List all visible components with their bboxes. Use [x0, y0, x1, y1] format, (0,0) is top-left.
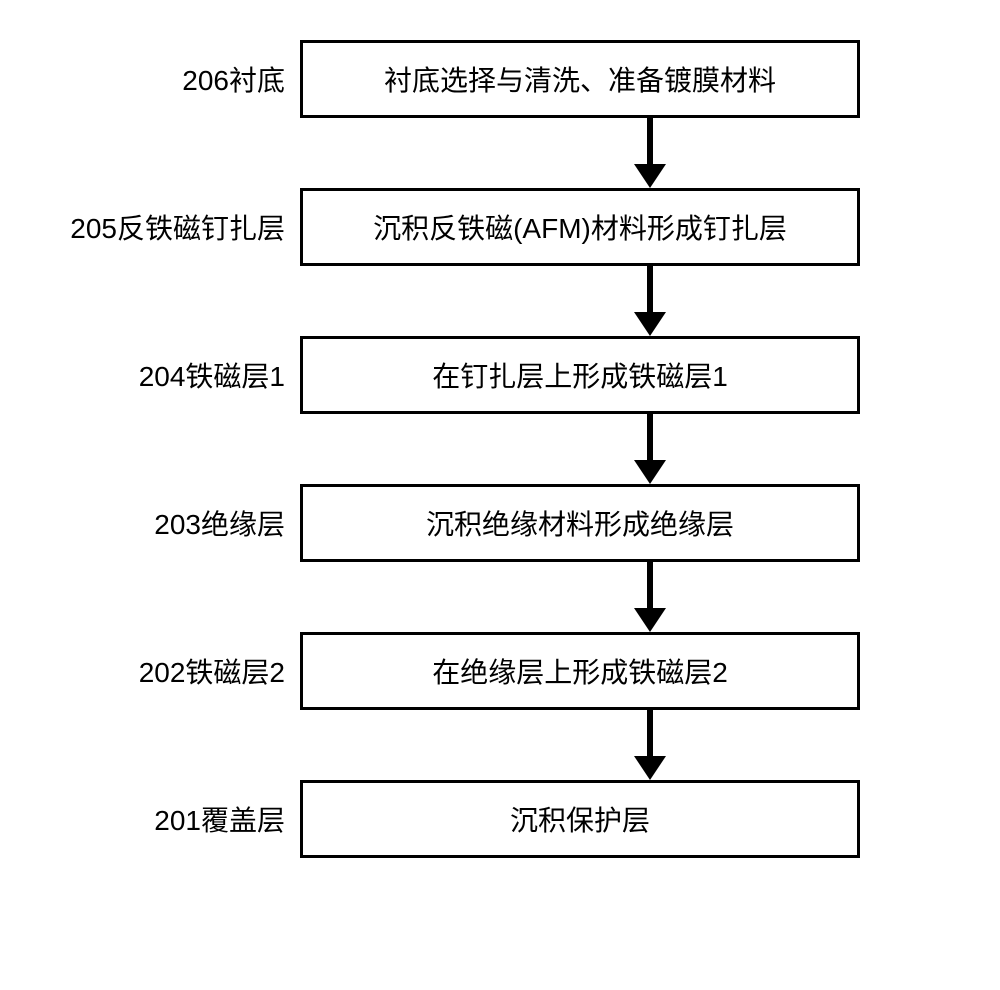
flowchart-arrow [370, 118, 930, 188]
flowchart-step: 206衬底 衬底选择与清洗、准备镀膜材料 [0, 40, 1000, 118]
flowchart-container: 206衬底 衬底选择与清洗、准备镀膜材料 205反铁磁钉扎层 沉积反铁磁(AFM… [0, 40, 1000, 858]
arrow-container [0, 562, 1000, 632]
arrow-shaft [647, 414, 653, 464]
flowchart-step: 202铁磁层2 在绝缘层上形成铁磁层2 [0, 632, 1000, 710]
flowchart-arrow [370, 266, 930, 336]
flowchart-arrow [370, 414, 930, 484]
arrow-container [0, 414, 1000, 484]
step-label: 205反铁磁钉扎层 [0, 207, 300, 247]
arrow-head-icon [634, 164, 666, 188]
flowchart-step: 203绝缘层 沉积绝缘材料形成绝缘层 [0, 484, 1000, 562]
arrow-container [0, 710, 1000, 780]
flowchart-arrow [370, 562, 930, 632]
flowchart-step: 205反铁磁钉扎层 沉积反铁磁(AFM)材料形成钉扎层 [0, 188, 1000, 266]
step-label: 202铁磁层2 [0, 651, 300, 691]
step-box: 在绝缘层上形成铁磁层2 [300, 632, 860, 710]
step-box: 沉积绝缘材料形成绝缘层 [300, 484, 860, 562]
step-box: 沉积保护层 [300, 780, 860, 858]
step-box: 沉积反铁磁(AFM)材料形成钉扎层 [300, 188, 860, 266]
arrow-head-icon [634, 608, 666, 632]
flowchart-arrow [370, 710, 930, 780]
arrow-shaft [647, 710, 653, 760]
arrow-container [0, 266, 1000, 336]
arrow-head-icon [634, 312, 666, 336]
arrow-head-icon [634, 460, 666, 484]
step-box: 在钉扎层上形成铁磁层1 [300, 336, 860, 414]
flowchart-step: 204铁磁层1 在钉扎层上形成铁磁层1 [0, 336, 1000, 414]
step-label: 203绝缘层 [0, 503, 300, 543]
step-label: 204铁磁层1 [0, 355, 300, 395]
flowchart-step: 201覆盖层 沉积保护层 [0, 780, 1000, 858]
arrow-container [0, 118, 1000, 188]
step-box: 衬底选择与清洗、准备镀膜材料 [300, 40, 860, 118]
arrow-shaft [647, 118, 653, 168]
arrow-shaft [647, 266, 653, 316]
arrow-head-icon [634, 756, 666, 780]
step-label: 201覆盖层 [0, 799, 300, 839]
arrow-shaft [647, 562, 653, 612]
step-label: 206衬底 [0, 59, 300, 99]
